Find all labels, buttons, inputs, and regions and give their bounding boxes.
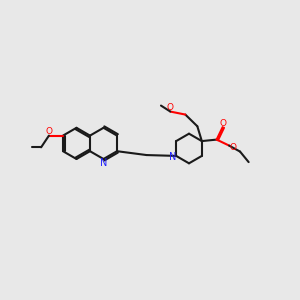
- Text: N: N: [100, 158, 107, 168]
- Text: N: N: [169, 152, 176, 162]
- Text: O: O: [45, 127, 52, 136]
- Text: O: O: [230, 142, 236, 152]
- Text: O: O: [219, 119, 226, 128]
- Text: O: O: [167, 103, 174, 112]
